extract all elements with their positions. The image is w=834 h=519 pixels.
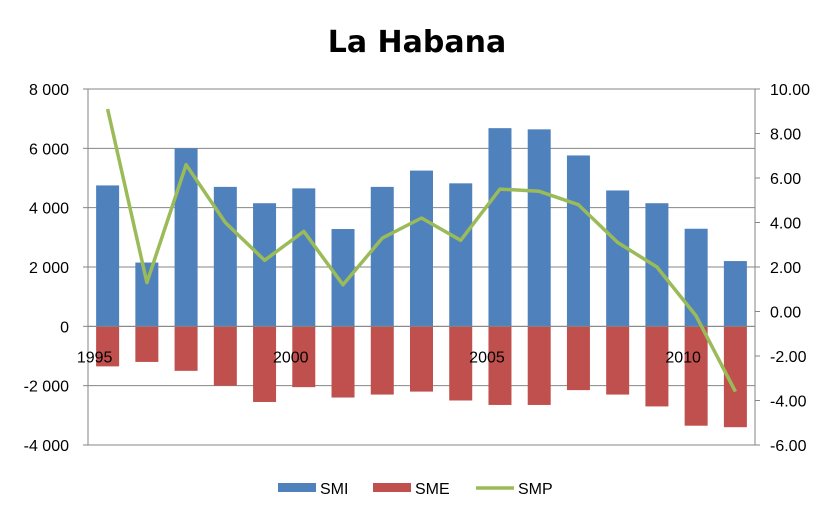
x-tick-label: 2000 <box>273 349 309 366</box>
left-tick-label: -4 000 <box>24 438 69 455</box>
bar-smi <box>488 128 512 327</box>
left-tick-label: 0 <box>60 319 69 336</box>
legend-label-smi: SMI <box>320 481 348 498</box>
legend-label-smp: SMP <box>518 481 553 498</box>
bar-sme <box>331 326 355 398</box>
bar-smi <box>566 155 590 327</box>
legend-swatch-smi <box>278 483 316 492</box>
bar-sme <box>684 326 708 426</box>
bar-sme <box>723 326 747 428</box>
bar-smi <box>684 228 708 327</box>
x-tick-label: 1995 <box>77 349 113 366</box>
bars <box>96 128 747 428</box>
bar-smi <box>331 229 355 327</box>
bar-smi <box>645 203 669 327</box>
legend-label-sme: SME <box>415 481 450 498</box>
left-tick-label: 8 000 <box>29 82 69 99</box>
bar-sme <box>96 326 120 367</box>
right-tick-label: 2.00 <box>770 260 801 277</box>
right-axis-ticks: 10.00 8.00 6.00 4.00 2.00 0.00 -2.00 -4.00 -6.00 <box>770 82 810 455</box>
bar-sme <box>527 326 551 405</box>
bar-sme <box>410 326 433 392</box>
bar-smi <box>449 183 473 327</box>
left-tick-label: -2 000 <box>24 379 69 396</box>
right-tick-label: -6.00 <box>770 438 807 455</box>
bar-smi <box>96 185 120 327</box>
bar-smi <box>723 261 747 327</box>
bar-sme <box>174 326 198 371</box>
axes <box>83 88 760 446</box>
left-axis-ticks: 8 000 6 000 4 000 2 000 0 -2 000 -4 000 <box>24 82 69 455</box>
legend: SMI SME SMP <box>278 481 553 498</box>
x-tick-label: 2010 <box>665 349 701 366</box>
bar-smi <box>370 186 394 327</box>
left-tick-label: 2 000 <box>29 260 69 277</box>
bar-smi <box>527 129 551 327</box>
bar-sme <box>488 326 512 405</box>
bar-sme <box>292 326 316 388</box>
bar-sme <box>253 326 277 402</box>
right-tick-label: 8.00 <box>770 127 801 144</box>
smp-line <box>105 108 737 393</box>
bar-sme <box>449 326 473 401</box>
bar-smi <box>410 170 433 327</box>
bar-sme <box>370 326 394 395</box>
bar-sme <box>645 326 669 407</box>
right-tick-label: 4.00 <box>770 216 801 233</box>
right-tick-label: 6.00 <box>770 171 801 188</box>
bar-smi <box>135 262 159 327</box>
left-tick-label: 4 000 <box>29 201 69 218</box>
chart-title: La Habana <box>328 25 506 60</box>
x-tick-label: 2005 <box>469 349 505 366</box>
right-tick-label: -4.00 <box>770 394 807 411</box>
x-axis-ticks: 1995 2000 2005 2010 <box>77 349 701 366</box>
bar-sme <box>213 326 237 386</box>
bar-smi <box>213 186 237 327</box>
legend-swatch-sme <box>373 483 411 492</box>
bar-sme <box>566 326 590 391</box>
bar-smi <box>253 203 277 327</box>
bar-sme <box>135 326 159 362</box>
right-tick-label: 10.00 <box>770 82 810 99</box>
bar-sme <box>606 326 630 395</box>
line-smp <box>105 108 737 393</box>
left-tick-label: 6 000 <box>29 141 69 158</box>
bar-smi <box>292 188 316 327</box>
bar-smi <box>606 190 630 327</box>
right-tick-label: 0.00 <box>770 305 801 322</box>
right-tick-label: -2.00 <box>770 349 807 366</box>
bar-smi <box>174 148 198 327</box>
